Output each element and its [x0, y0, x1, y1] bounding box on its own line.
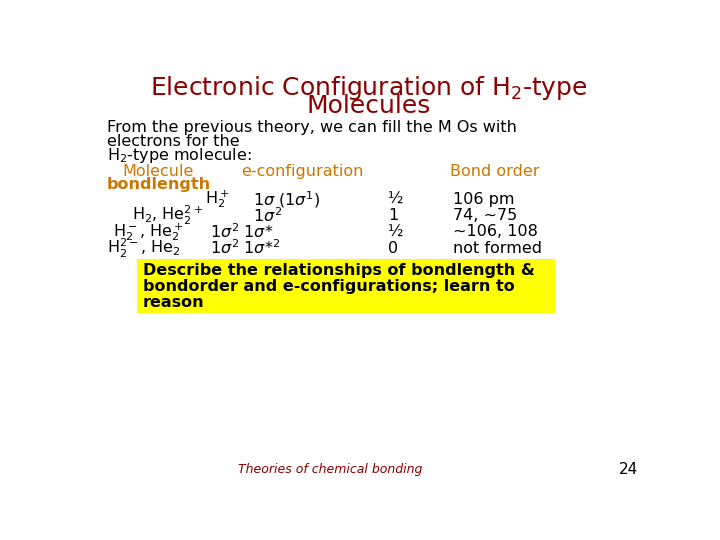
Text: 106 pm: 106 pm: [453, 192, 514, 207]
Text: H$_2^-$, He$_2^+$: H$_2^-$, He$_2^+$: [113, 221, 184, 243]
Text: 74, ~75: 74, ~75: [453, 208, 517, 223]
Text: Bond order: Bond order: [451, 164, 540, 179]
Text: From the previous theory, we can fill the M Os with: From the previous theory, we can fill th…: [107, 120, 517, 136]
Text: 24: 24: [619, 462, 638, 477]
Text: Molecule: Molecule: [122, 164, 194, 179]
Text: e-configuration: e-configuration: [241, 164, 364, 179]
Text: ~106, 108: ~106, 108: [453, 225, 538, 239]
Text: H$_2$, He$_2^{2+}$: H$_2$, He$_2^{2+}$: [132, 204, 203, 227]
Text: bondorder and e-configurations; learn to: bondorder and e-configurations; learn to: [143, 279, 515, 294]
Text: bondlength: bondlength: [107, 177, 211, 192]
Text: H$_2$-type molecule:: H$_2$-type molecule:: [107, 146, 252, 165]
Text: reason: reason: [143, 295, 204, 310]
Text: 1: 1: [388, 208, 399, 223]
Text: electrons for the: electrons for the: [107, 134, 240, 149]
Text: 1$\sigma$ (1$\sigma^1$): 1$\sigma$ (1$\sigma^1$): [253, 189, 320, 210]
Text: ½: ½: [388, 192, 404, 207]
Text: Theories of chemical bonding: Theories of chemical bonding: [238, 463, 423, 476]
Text: not formed: not formed: [453, 240, 541, 255]
Text: H$_2^+$: H$_2^+$: [204, 188, 229, 211]
Text: Molecules: Molecules: [307, 93, 431, 118]
Text: ½: ½: [388, 225, 404, 239]
Text: 1$\sigma^2$: 1$\sigma^2$: [253, 206, 282, 225]
Text: 0: 0: [388, 240, 398, 255]
Text: Electronic Configuration of H$_2$-type: Electronic Configuration of H$_2$-type: [150, 74, 588, 102]
FancyBboxPatch shape: [137, 259, 555, 313]
Text: 1$\sigma^2$ 1$\sigma$*$^2$: 1$\sigma^2$ 1$\sigma$*$^2$: [210, 239, 280, 258]
Text: H$_2^{2-}$, He$_2$: H$_2^{2-}$, He$_2$: [107, 237, 181, 260]
Text: Describe the relationships of bondlength &: Describe the relationships of bondlength…: [143, 263, 534, 278]
Text: 1$\sigma^2$ 1$\sigma$*: 1$\sigma^2$ 1$\sigma$*: [210, 222, 274, 241]
